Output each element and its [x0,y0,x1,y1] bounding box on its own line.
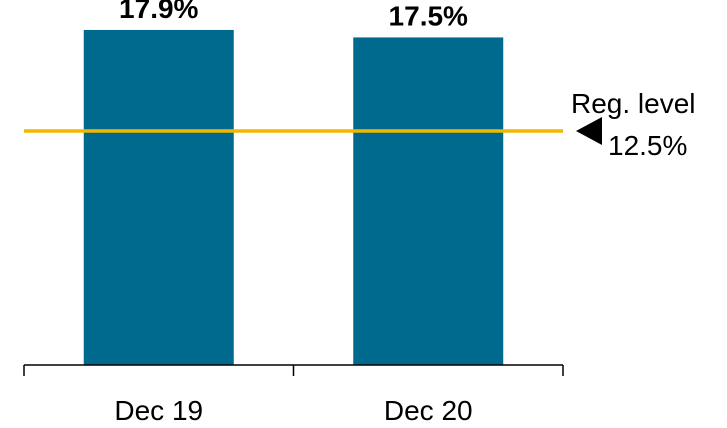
labels-layer: 17.9% Dec 19 17.5% Dec 20 [114,0,472,426]
bar-value-label: 17.5% [389,0,468,31]
bar-dec-20 [353,37,504,365]
reg-level-value: 12.5% [608,130,687,161]
x-axis [23,364,564,376]
reg-level-marker-icon [576,117,602,146]
bars-layer [83,29,504,365]
x-tick-label: Dec 20 [384,395,473,426]
bar-dec-19 [83,29,234,365]
reg-level-label: Reg. level [571,88,696,119]
bar-value-label: 17.9% [119,0,198,24]
x-tick-label: Dec 19 [114,395,203,426]
